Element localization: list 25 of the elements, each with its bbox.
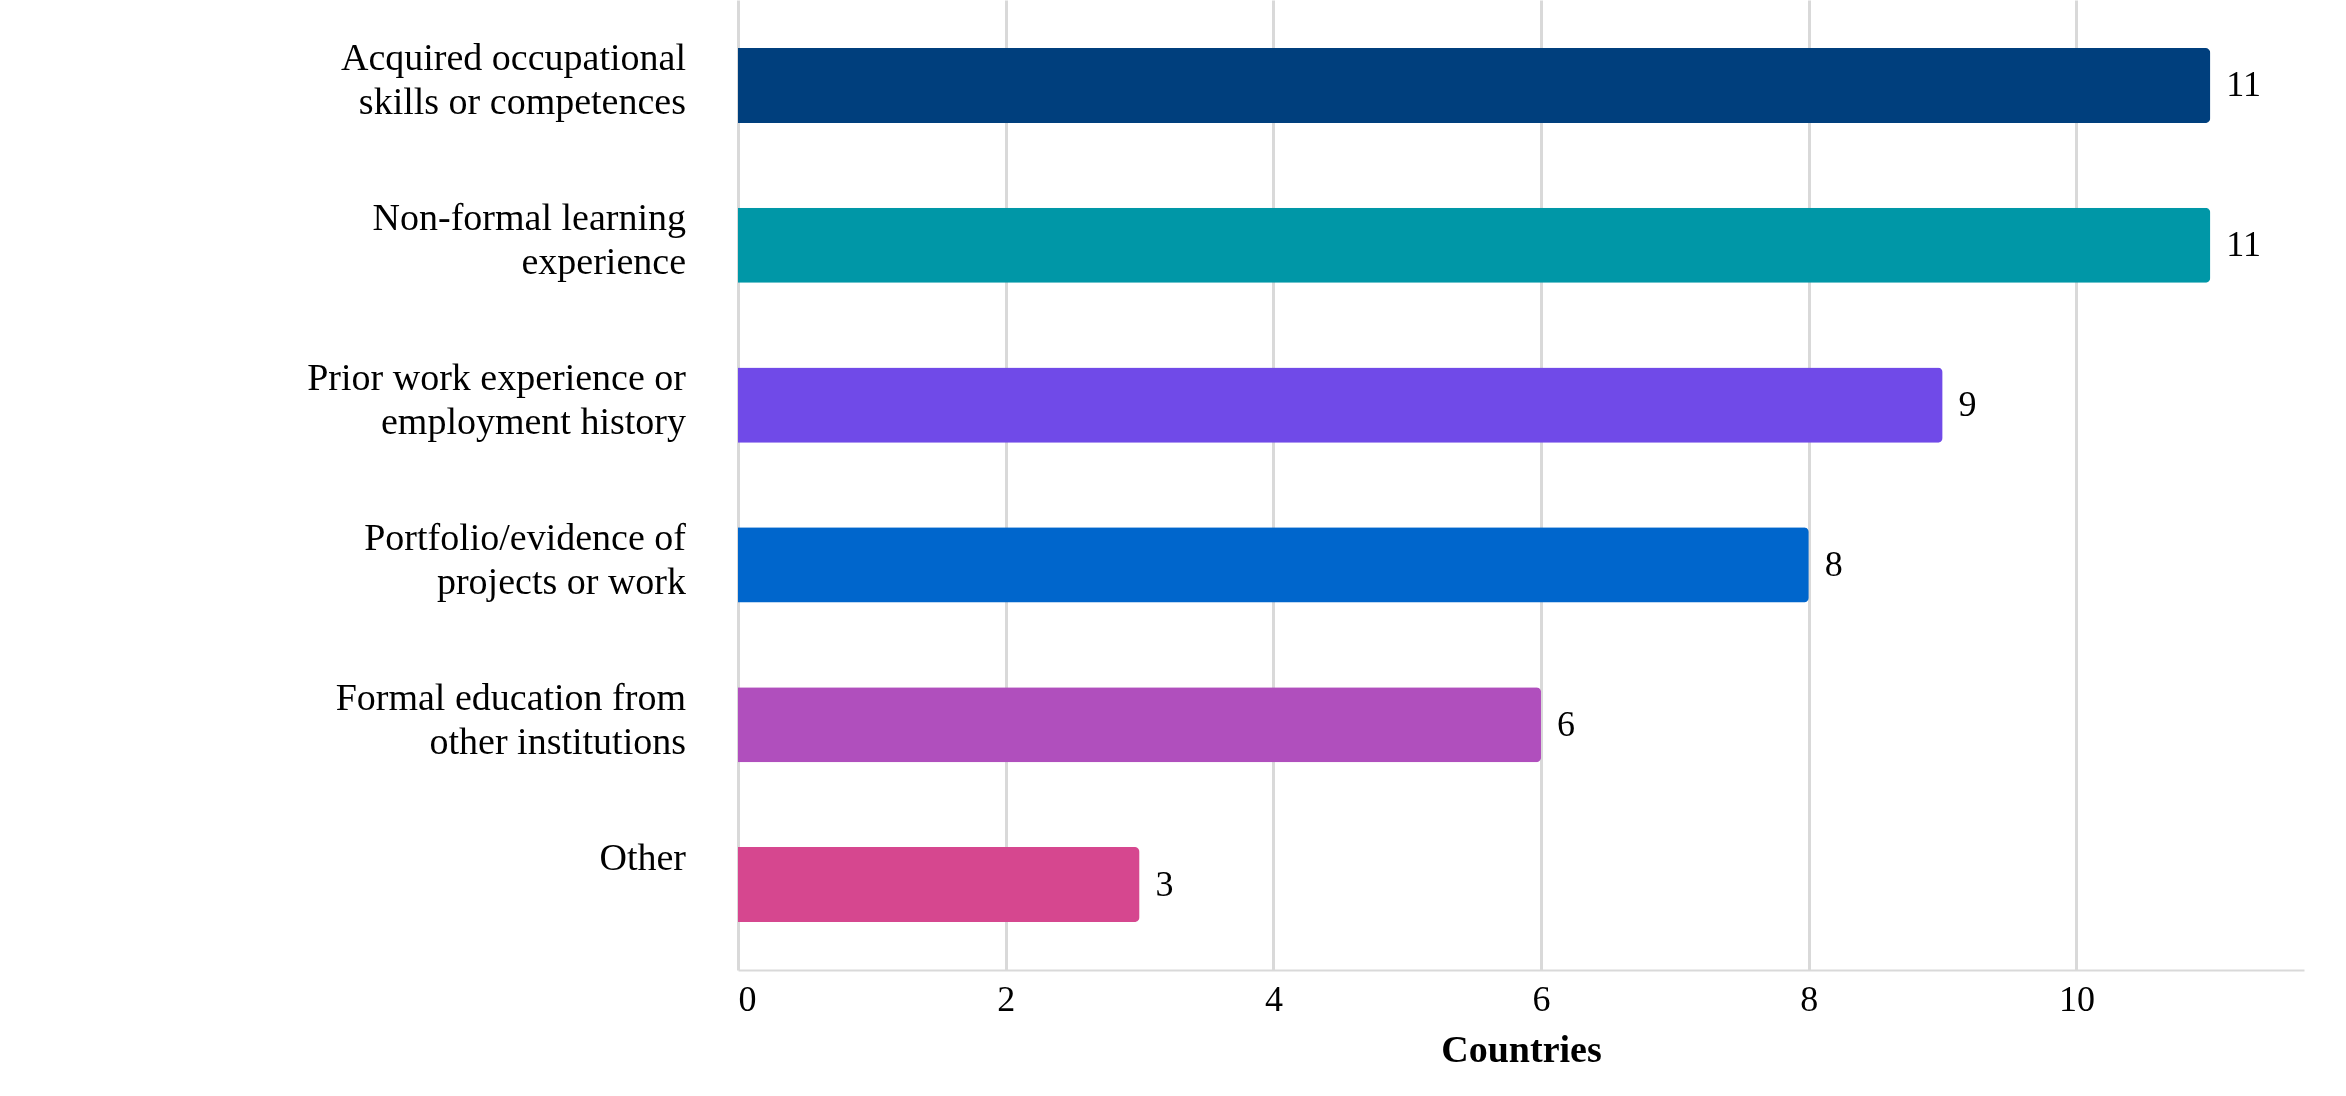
y-tick-label: Formal education from other institutions xyxy=(335,675,686,762)
x-tick-label: 0 xyxy=(738,978,757,1019)
bar xyxy=(738,207,2211,283)
x-tick-label: 2 xyxy=(997,978,1016,1019)
bar xyxy=(738,687,1542,763)
x-tick-label: 10 xyxy=(2058,978,2095,1019)
y-tick-label: Portfolio/evidence of projects or work xyxy=(364,515,687,602)
data-label: 3 xyxy=(1155,863,1174,904)
x-tick-label: 8 xyxy=(1800,978,1819,1019)
bar xyxy=(738,47,2211,124)
y-tick-label: Other xyxy=(599,835,687,878)
y-tick-label: Acquired occupational skills or competences xyxy=(340,36,686,123)
y-tick-label: Non-formal learning experience xyxy=(372,196,686,283)
data-label: 9 xyxy=(1958,384,1977,425)
bar xyxy=(738,846,1140,923)
data-label: 8 xyxy=(1824,543,1843,584)
x-tick-label: 4 xyxy=(1264,978,1283,1019)
data-label: 11 xyxy=(2226,224,2261,265)
bar xyxy=(738,527,1809,603)
data-label: 11 xyxy=(2226,64,2261,105)
y-tick-label: Prior work experience or employment history xyxy=(307,356,687,443)
bar xyxy=(738,367,1943,443)
x-axis-title: Countries xyxy=(1441,1027,1602,1070)
x-tick-label: 6 xyxy=(1532,978,1551,1019)
data-label: 6 xyxy=(1557,703,1576,744)
